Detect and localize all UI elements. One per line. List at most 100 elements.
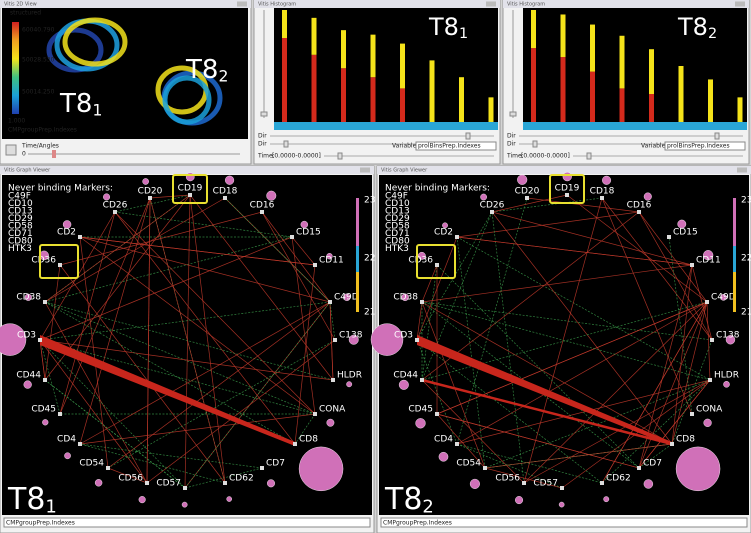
node[interactable] — [313, 263, 317, 267]
node[interactable] — [58, 412, 62, 416]
node[interactable] — [710, 338, 714, 342]
node-glyph — [515, 496, 524, 505]
v-slider-thumb[interactable] — [509, 111, 517, 117]
label: CONA — [696, 405, 723, 415]
scale-bar — [356, 246, 359, 272]
node[interactable] — [333, 338, 337, 342]
node[interactable] — [455, 235, 459, 239]
slider-thumb[interactable] — [283, 140, 289, 148]
v-slider-thumb[interactable] — [260, 111, 268, 117]
edge — [107, 301, 331, 469]
node[interactable] — [637, 210, 641, 214]
slider-thumb[interactable] — [52, 150, 56, 158]
edge — [416, 339, 458, 445]
edge — [421, 378, 673, 446]
slider-thumb[interactable] — [337, 152, 343, 160]
node-glyph — [643, 479, 654, 489]
node-glyph — [480, 193, 487, 201]
node[interactable] — [690, 263, 694, 267]
node[interactable] — [106, 466, 110, 470]
node[interactable] — [148, 196, 152, 200]
node-glyph — [300, 220, 308, 229]
node[interactable] — [188, 193, 192, 197]
edge — [329, 301, 336, 341]
node[interactable] — [522, 481, 526, 485]
bar-segment — [678, 66, 684, 122]
window-button[interactable] — [742, 167, 747, 173]
node[interactable] — [420, 378, 424, 382]
node[interactable] — [78, 235, 82, 239]
node[interactable] — [560, 486, 564, 490]
node[interactable] — [331, 378, 335, 382]
node[interactable] — [420, 300, 424, 304]
node[interactable] — [223, 196, 227, 200]
slider-thumb[interactable] — [532, 140, 538, 148]
node[interactable] — [705, 300, 709, 304]
label: CD20 — [138, 187, 163, 197]
label: Never binding Markers: — [385, 184, 490, 194]
edge — [114, 211, 316, 415]
node[interactable] — [490, 210, 494, 214]
label: CD20 — [515, 187, 540, 197]
node[interactable] — [600, 196, 604, 200]
edge — [416, 301, 423, 341]
node[interactable] — [223, 481, 227, 485]
label: C49F — [385, 192, 408, 202]
play-button[interactable] — [5, 144, 17, 156]
node[interactable] — [435, 412, 439, 416]
window-button[interactable] — [360, 167, 365, 173]
edge — [291, 236, 316, 415]
node[interactable] — [455, 442, 459, 446]
node[interactable] — [290, 235, 294, 239]
node[interactable] — [435, 263, 439, 267]
window-button[interactable] — [737, 167, 742, 173]
slider-thumb[interactable] — [714, 132, 720, 140]
node-glyph — [225, 175, 235, 185]
select-box[interactable] — [380, 517, 748, 528]
select-box[interactable] — [3, 517, 371, 528]
window-button[interactable] — [486, 1, 491, 7]
node[interactable] — [328, 300, 332, 304]
node[interactable] — [670, 442, 674, 446]
node[interactable] — [637, 466, 641, 470]
node[interactable] — [483, 466, 487, 470]
node[interactable] — [58, 263, 62, 267]
node-glyph — [0, 323, 27, 356]
edge — [566, 194, 708, 303]
node[interactable] — [565, 193, 569, 197]
cell-blob — [162, 75, 212, 125]
node[interactable] — [43, 300, 47, 304]
window-button[interactable] — [735, 1, 740, 7]
node[interactable] — [183, 486, 187, 490]
window-button[interactable] — [365, 167, 370, 173]
node[interactable] — [113, 210, 117, 214]
window-button[interactable] — [237, 1, 242, 7]
select-box[interactable] — [664, 141, 746, 151]
node[interactable] — [690, 412, 694, 416]
node[interactable] — [260, 466, 264, 470]
node[interactable] — [415, 338, 419, 342]
select-box[interactable] — [415, 141, 497, 151]
window-button[interactable] — [740, 1, 745, 7]
node[interactable] — [525, 196, 529, 200]
label-main: T8 — [185, 55, 218, 85]
slider-thumb[interactable] — [586, 152, 592, 160]
window-button[interactable] — [242, 1, 247, 7]
node[interactable] — [260, 210, 264, 214]
node[interactable] — [293, 442, 297, 446]
node[interactable] — [313, 412, 317, 416]
edge — [491, 194, 568, 213]
node[interactable] — [600, 481, 604, 485]
edge — [421, 379, 525, 484]
node[interactable] — [708, 378, 712, 382]
node[interactable] — [78, 442, 82, 446]
node[interactable] — [145, 481, 149, 485]
node[interactable] — [667, 235, 671, 239]
colorbar — [12, 22, 19, 114]
slider-thumb[interactable] — [465, 132, 471, 140]
node[interactable] — [43, 378, 47, 382]
label: CD19 — [178, 184, 203, 194]
node[interactable] — [38, 338, 42, 342]
window-button[interactable] — [491, 1, 496, 7]
label: CD54 — [79, 459, 104, 469]
